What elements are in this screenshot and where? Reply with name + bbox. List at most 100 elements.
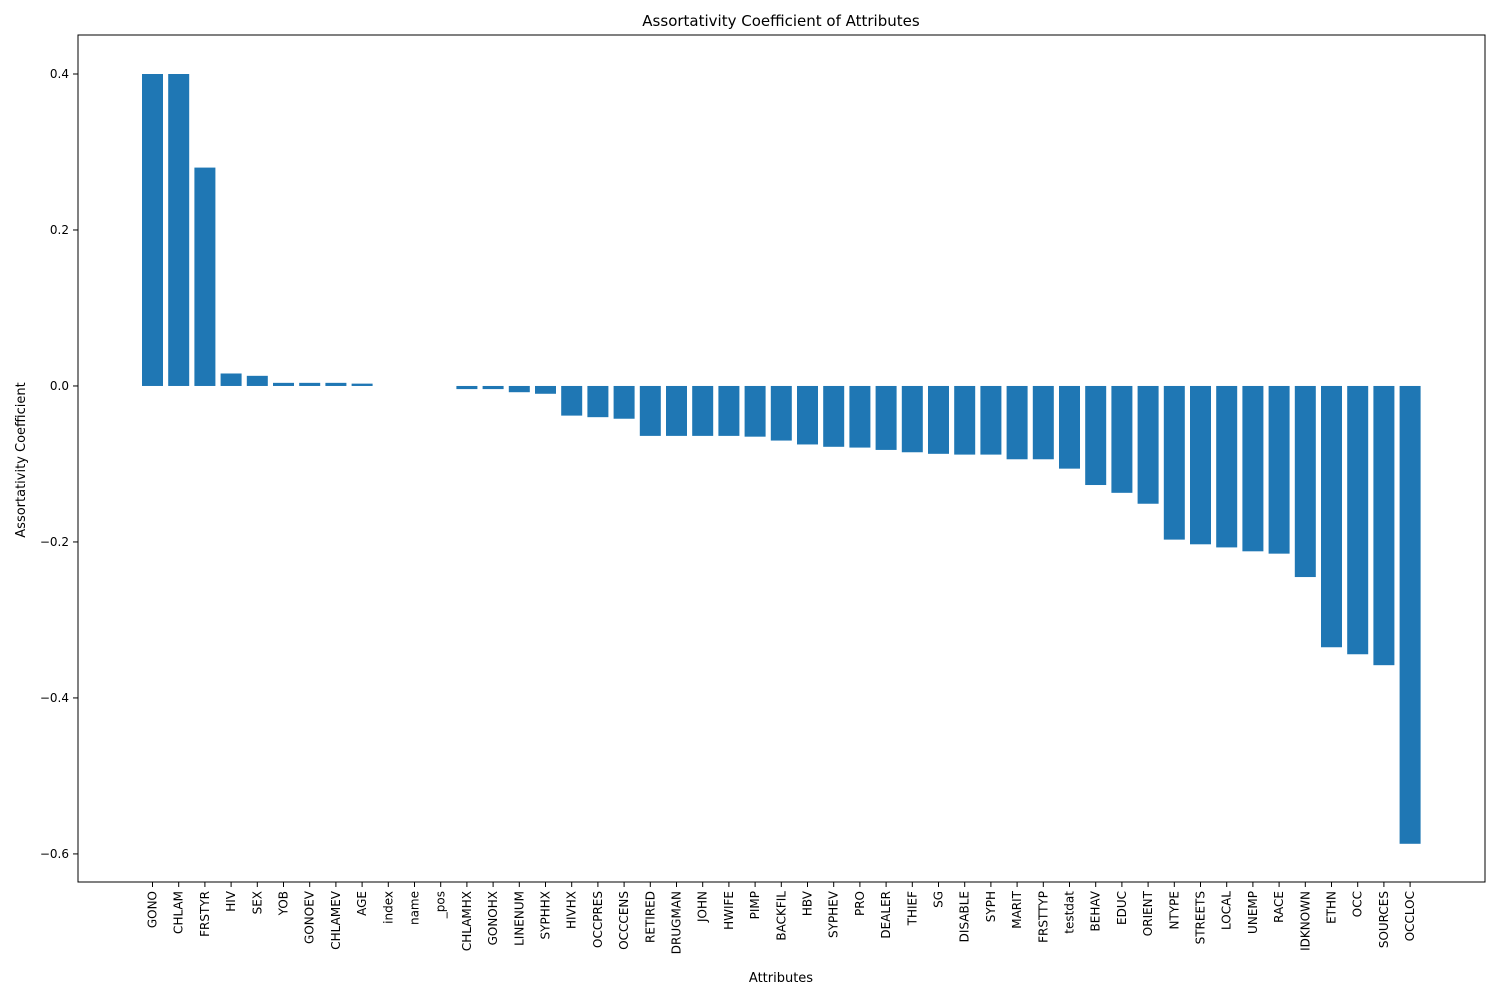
x-tick-label: LOCAL (1220, 891, 1234, 930)
x-axis-ticks: GONO CHLAM FRSTYR HIV SEX YOB GONOEV CHLAMEV AGE… (146, 882, 1417, 954)
x-tick-label: RETIRED (643, 891, 657, 943)
bar-RETIRED (639, 385, 661, 436)
x-tick-label: HIV (224, 890, 238, 912)
bar-HIV (220, 373, 242, 386)
x-tick-label: SEX (250, 891, 264, 914)
bar-DISABLE (954, 385, 976, 455)
bar-OCCLOC (1399, 385, 1421, 844)
y-tick-label: −0.2 (40, 535, 69, 549)
bars-group (142, 74, 1421, 844)
x-tick-label: SYPHEV (827, 890, 841, 938)
x-tick-label: UNEMP (1246, 891, 1260, 934)
x-tick-label: ORIENT (1141, 890, 1155, 936)
bar-DEALER (875, 385, 897, 450)
x-tick-label: HBV (801, 890, 815, 916)
plot-area-frame (77, 34, 1486, 883)
x-tick-label: BACKFIL (774, 891, 788, 941)
x-tick-label: LINENUM (512, 891, 526, 946)
bar-GONO (142, 74, 163, 386)
x-tick-label: index (381, 891, 395, 924)
x-tick-label: GONO (146, 891, 160, 928)
bar-SYPH (980, 385, 1002, 455)
bar-JOHN (692, 385, 714, 436)
bar-BACKFIL (770, 385, 792, 441)
x-tick-label: SOURCES (1377, 891, 1391, 948)
x-tick-label: IDKNOWN (1298, 891, 1312, 951)
x-tick-label: PRO (853, 891, 867, 916)
bar-SG (928, 385, 949, 454)
bar-ETHN (1321, 385, 1342, 648)
bar-STREETS (1190, 385, 1211, 545)
x-tick-label: YOB (277, 891, 291, 916)
x-tick-label: NTYPE (1167, 891, 1181, 929)
bar-GONOEV (299, 382, 321, 386)
bar-SYPHHX (535, 385, 556, 394)
bar-testdat (1059, 385, 1080, 469)
bar-CHLAM (168, 74, 190, 386)
x-tick-label: FRSTYR (198, 891, 212, 937)
bar-SEX (246, 375, 268, 386)
bar-OCCPRES (587, 385, 609, 418)
bar-SYPHEV (823, 385, 845, 447)
bar-DRUGMAN (666, 385, 687, 436)
x-tick-label: SYPHHX (539, 891, 553, 939)
bar-CHLAMHX (456, 385, 478, 390)
y-tick-label: −0.6 (40, 847, 69, 861)
x-tick-label: AGE (355, 891, 369, 916)
x-tick-label: OCCCENS (617, 891, 631, 950)
bar-FRSTTYP (1032, 385, 1054, 460)
x-tick-label: OCCPRES (591, 891, 605, 948)
x-tick-label: testdat (1063, 891, 1077, 934)
bar-LOCAL (1216, 385, 1238, 548)
x-tick-label: GONOHX (486, 891, 500, 945)
x-tick-label: GONOEV (303, 890, 317, 944)
bar-BEHAV (1085, 385, 1107, 486)
bar-GONOHX (482, 385, 504, 390)
y-axis-ticks: −0.6 −0.4 −0.2 0.0 0.2 0.4 (40, 67, 78, 861)
x-tick-label: BEHAV (1089, 890, 1103, 931)
bar-THIEF (901, 385, 923, 453)
x-tick-label: FRSTTYP (1036, 891, 1050, 943)
bar-MARIT (1006, 385, 1028, 460)
x-tick-label: PIMP (748, 891, 762, 919)
x-tick-label: DISABLE (958, 891, 972, 942)
x-tick-label: _pos (434, 891, 448, 919)
x-tick-label: CHLAMEV (329, 890, 343, 950)
bar-EDUC (1111, 385, 1133, 493)
x-tick-label: EDUC (1115, 891, 1129, 925)
bar-HWIFE (718, 385, 740, 436)
bar-FRSTYR (194, 167, 216, 386)
x-tick-label: SYPH (984, 891, 998, 922)
x-tick-label: HWIFE (722, 891, 736, 930)
chart-title: Assortativity Coefficient of Attributes (642, 12, 920, 30)
bar-SOURCES (1373, 385, 1395, 666)
y-tick-label: 0.0 (50, 379, 69, 393)
bar-AGE (351, 383, 373, 386)
bar-CHLAMEV (325, 382, 347, 386)
x-tick-label: HIVHX (565, 891, 579, 929)
x-tick-label: DEALER (879, 891, 893, 939)
x-tick-label: MARIT (1010, 890, 1024, 928)
x-tick-label: DRUGMAN (670, 891, 684, 954)
x-axis-title: Attributes (749, 971, 813, 986)
x-tick-label: CHLAMHX (460, 891, 474, 951)
x-tick-label: STREETS (1194, 891, 1208, 944)
bar-PIMP (744, 385, 766, 437)
x-tick-label: ETHN (1325, 891, 1339, 924)
bar-PRO (849, 385, 871, 448)
bar-RACE (1268, 385, 1290, 554)
bar-IDKNOWN (1294, 385, 1316, 578)
x-tick-label: CHLAM (172, 891, 186, 934)
y-tick-label: 0.4 (50, 67, 69, 81)
bar-YOB (273, 382, 294, 386)
x-tick-label: JOHN (696, 891, 710, 923)
x-tick-label: THIEF (905, 891, 919, 926)
bar-ORIENT (1137, 385, 1159, 504)
bar-OCCCENS (613, 385, 635, 419)
y-axis-title: Assortativity Coefficient (14, 382, 29, 537)
x-tick-label: SG (932, 891, 946, 908)
x-tick-label: RACE (1272, 891, 1286, 923)
bar-HBV (797, 385, 818, 445)
